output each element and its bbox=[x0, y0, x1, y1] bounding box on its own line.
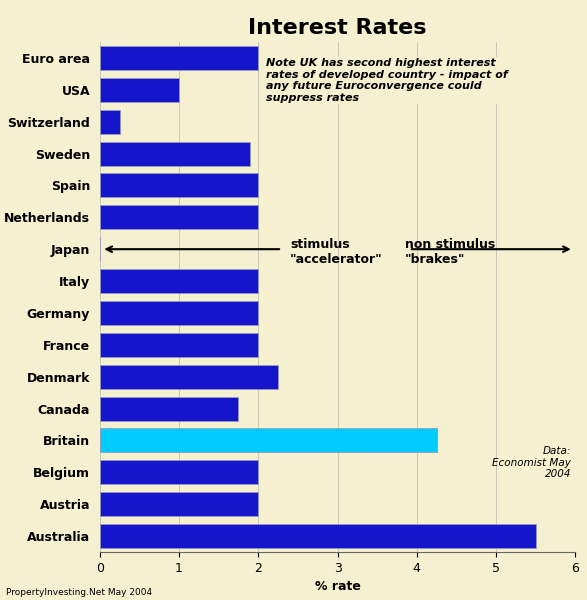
Bar bbox=[100, 205, 258, 229]
Bar bbox=[100, 142, 250, 166]
Bar bbox=[100, 46, 258, 70]
Bar bbox=[100, 301, 258, 325]
Text: non stimulus
"brakes": non stimulus "brakes" bbox=[405, 238, 495, 266]
Bar bbox=[100, 269, 258, 293]
Bar bbox=[100, 78, 179, 102]
Bar bbox=[100, 365, 278, 389]
Bar bbox=[100, 460, 258, 484]
Bar bbox=[100, 110, 120, 134]
Bar bbox=[100, 524, 535, 548]
Text: Note UK has second highest interest
rates of developed country - impact of
any f: Note UK has second highest interest rate… bbox=[266, 58, 508, 103]
Bar bbox=[100, 428, 437, 452]
Text: stimulus
"accelerator": stimulus "accelerator" bbox=[290, 238, 383, 266]
Bar bbox=[100, 333, 258, 357]
Bar bbox=[100, 173, 258, 197]
Text: Data:
Economist May
2004: Data: Economist May 2004 bbox=[492, 446, 571, 479]
Title: Interest Rates: Interest Rates bbox=[248, 17, 427, 38]
Text: PropertyInvesting.Net May 2004: PropertyInvesting.Net May 2004 bbox=[6, 588, 152, 597]
Bar bbox=[100, 492, 258, 516]
Bar bbox=[100, 397, 238, 421]
X-axis label: % rate: % rate bbox=[315, 580, 360, 593]
